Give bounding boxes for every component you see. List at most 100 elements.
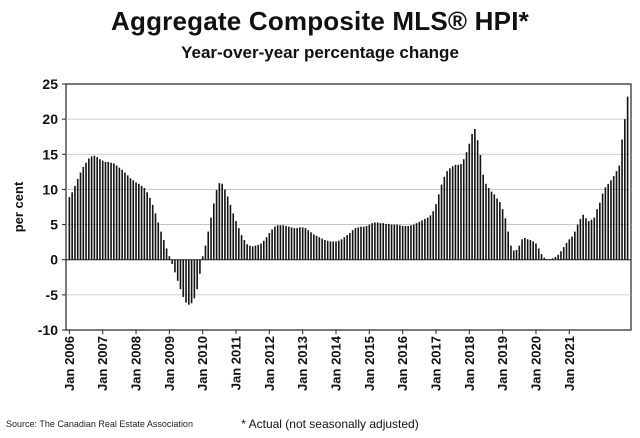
bar: [626, 96, 629, 260]
bar: [124, 172, 126, 260]
x-tick-label: Jan 2021: [562, 336, 577, 391]
bar: [424, 218, 426, 260]
bar: [432, 211, 435, 260]
plot-frame: [65, 83, 632, 331]
bar: [601, 193, 604, 260]
bar: [168, 256, 171, 260]
bar: [374, 222, 376, 260]
bar: [254, 245, 257, 260]
bar: [501, 209, 504, 260]
bar: [307, 230, 310, 260]
bar: [240, 235, 243, 260]
bar: [215, 190, 218, 260]
bar: [232, 213, 235, 260]
y-tick-label: 15: [42, 146, 58, 162]
bar: [146, 192, 148, 260]
bar: [107, 162, 110, 260]
bar: [476, 140, 479, 260]
bar: [249, 245, 251, 260]
bar: [196, 259, 198, 290]
y-axis-label: per cent: [11, 181, 26, 232]
bar: [557, 254, 559, 260]
bar: [362, 226, 365, 260]
bar: [188, 259, 190, 305]
bar: [326, 240, 329, 260]
bar: [479, 154, 482, 260]
bar: [487, 188, 490, 260]
bar: [387, 223, 390, 260]
bar: [510, 245, 512, 260]
bar: [110, 162, 112, 260]
y-tick-label: 25: [42, 76, 58, 92]
bar: [582, 214, 584, 260]
bar: [271, 229, 273, 260]
bar: [554, 256, 557, 260]
bar: [260, 243, 262, 260]
bar: [382, 223, 385, 260]
bar: [207, 231, 210, 260]
bar: [590, 219, 593, 260]
bar: [224, 189, 226, 260]
bar: [113, 163, 115, 260]
x-tick-label: Jan 2017: [428, 336, 443, 391]
footnote: * Actual (not seasonally adjusted): [241, 417, 419, 431]
bar: [335, 241, 337, 260]
bar: [171, 259, 173, 264]
bar: [199, 259, 201, 274]
bar: [99, 159, 101, 260]
bar: [435, 204, 437, 260]
bar: [426, 217, 429, 260]
bar: [457, 164, 460, 260]
bar: [357, 227, 360, 260]
bar: [418, 221, 421, 260]
bar: [379, 223, 382, 260]
bar: [299, 227, 301, 260]
bar: [282, 225, 285, 260]
bar: [354, 228, 357, 260]
x-tick-label: Jan 2018: [462, 336, 477, 391]
bar: [587, 221, 590, 260]
bar: [385, 223, 387, 260]
bar: [204, 245, 207, 260]
x-tick-label: Jan 2016: [395, 336, 410, 391]
bar: [410, 225, 412, 260]
bar: [551, 258, 554, 260]
bar: [179, 259, 182, 290]
bar: [521, 239, 523, 260]
bar: [287, 226, 290, 260]
bar: [151, 204, 154, 260]
bar: [329, 241, 332, 260]
bar: [160, 231, 162, 260]
x-tick-label: Jan 2019: [495, 336, 510, 391]
bar: [193, 259, 196, 299]
bar: [518, 245, 521, 260]
bar: [262, 240, 265, 260]
bar: [462, 159, 465, 260]
bar: [610, 180, 612, 260]
bar: [115, 165, 118, 260]
bar: [524, 237, 526, 260]
bar: [490, 191, 493, 260]
bar: [493, 194, 496, 260]
bar: [437, 194, 440, 260]
bar: [74, 185, 76, 260]
bar: [485, 183, 487, 260]
bar: [104, 162, 107, 260]
y-tick-label: 20: [42, 111, 58, 127]
x-tick-label: Jan 2015: [362, 336, 377, 391]
bar: [90, 156, 93, 260]
x-tick-label: Jan 2010: [195, 336, 210, 391]
bar: [451, 166, 454, 260]
bar: [346, 235, 348, 260]
bar: [415, 223, 418, 260]
bar: [243, 240, 246, 260]
bar: [218, 183, 221, 260]
x-tick-label: Jan 2020: [528, 336, 543, 391]
bar: [85, 162, 87, 260]
x-tick-label: Jan 2013: [295, 336, 310, 391]
bar: [176, 259, 179, 281]
bar: [201, 256, 204, 260]
bar: [535, 243, 537, 260]
source-note: Source: The Canadian Real Estate Associa…: [6, 419, 193, 429]
bar: [237, 228, 240, 260]
